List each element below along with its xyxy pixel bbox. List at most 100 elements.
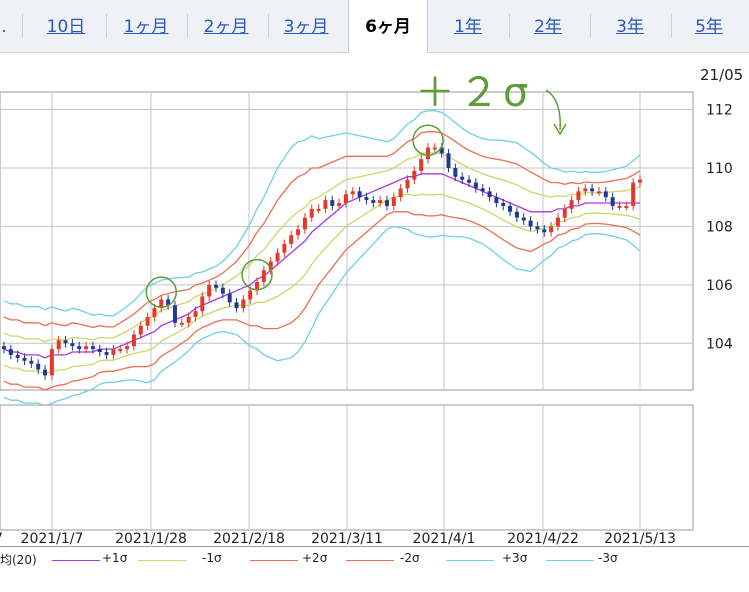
x-tick-label: 2021/2/18 (213, 531, 285, 546)
candle-body (268, 261, 273, 271)
x-tick-label: 2021/3/11 (311, 531, 383, 546)
candle-body (70, 343, 75, 347)
candle-body (426, 147, 430, 160)
candle-body (97, 349, 102, 353)
candle-body (90, 346, 95, 350)
candle-body (638, 179, 642, 183)
legend-minus2-line (346, 560, 394, 561)
candle-body (309, 208, 314, 218)
candle-body (467, 179, 472, 183)
candle-body (172, 305, 177, 323)
candle-body (590, 188, 595, 192)
candle-body (8, 349, 13, 355)
date-label: 21/05 (700, 66, 743, 84)
candle-body (296, 229, 301, 236)
candle-body (576, 191, 581, 201)
candle-body (371, 200, 376, 204)
candle-body (521, 217, 526, 221)
candle-body (43, 369, 48, 376)
y-tick-label: 108 (706, 219, 733, 235)
x-tick-label-partial: 7 (0, 531, 3, 546)
candle-body (384, 200, 389, 206)
candle-body (508, 205, 513, 212)
tab-1m[interactable]: 1ヶ月 (123, 17, 169, 37)
candle-body (350, 191, 355, 195)
candle-body (186, 316, 191, 323)
candle-body (22, 357, 27, 361)
tab-2y[interactable]: 2年 (534, 17, 562, 37)
candle-body (330, 200, 335, 206)
candle-body (419, 159, 424, 171)
bollinger-candlestick-chart: 104 106 108 110 112 21/05 7 2021/1/7 2021/1/28 20… (0, 66, 743, 546)
candle-body (432, 147, 437, 150)
tab-10d[interactable]: 10日 (46, 17, 86, 37)
candle-body (610, 197, 615, 206)
candle-body (84, 346, 89, 350)
plus-2-sigma-annotation: ＋２σ (415, 70, 533, 116)
candle-body (569, 200, 574, 209)
candle-body (405, 179, 410, 189)
tab-5y[interactable]: 5年 (695, 17, 723, 37)
legend-minus2-label: -2σ (400, 551, 420, 565)
candle-body (562, 208, 567, 218)
candle-body (302, 217, 307, 230)
candle-body (131, 334, 136, 347)
candle-body (248, 290, 253, 300)
candle-body (220, 287, 225, 294)
candle-body (207, 284, 212, 297)
candle-body (282, 243, 287, 253)
highlight-circle (241, 258, 273, 291)
candle-body (473, 182, 478, 189)
candle-body (453, 167, 458, 177)
candle-body (289, 235, 294, 244)
candle-body (234, 302, 239, 309)
candle-body (118, 349, 123, 352)
series-minus1-sigma (3, 193, 641, 375)
candle-body (214, 284, 218, 288)
candle-body (378, 200, 383, 204)
candle-body (125, 346, 130, 350)
candle-body (241, 299, 246, 309)
tab-3y[interactable]: 3年 (616, 17, 644, 37)
candle-body (487, 191, 492, 198)
period-tab-bar: . 10日 1ヶ月 2ヶ月 3ヶ月 6ヶ月 1年 2年 3年 5年 (0, 0, 749, 53)
y-tick-label: 110 (706, 161, 733, 177)
candle-body (555, 217, 560, 227)
series-plus1-sigma (3, 152, 641, 343)
candle-body (391, 197, 396, 206)
candle-body (446, 153, 451, 168)
candle-body (15, 354, 20, 358)
candle-body (49, 349, 54, 376)
candle-body (29, 360, 34, 364)
candle-body (412, 170, 417, 180)
tab-2m[interactable]: 2ヶ月 (203, 17, 249, 37)
x-tick-label: 2021/4/1 (413, 531, 476, 546)
candle-body (617, 205, 622, 208)
legend-plus2-line (250, 560, 298, 561)
tab-overflow-left[interactable]: . (1, 17, 7, 37)
tab-3m[interactable]: 3ヶ月 (283, 17, 329, 37)
tab-6m[interactable]: 6ヶ月 (348, 0, 428, 53)
candle-body (179, 322, 184, 325)
candle-body (152, 308, 157, 317)
candle-body (193, 311, 198, 317)
candle-body (111, 349, 116, 355)
series-ma20 (3, 173, 640, 359)
candle-body (528, 220, 533, 227)
candle-body (275, 252, 280, 262)
legend-ma-label: 均(20) (0, 553, 37, 567)
candle-body (398, 188, 403, 198)
candle-body (631, 182, 636, 206)
x-tick-label: 2021/1/28 (115, 531, 187, 546)
candle-body (535, 226, 540, 230)
candle-body (138, 325, 143, 335)
series-minus2-sigma (3, 211, 641, 391)
tab-1y[interactable]: 1年 (454, 17, 482, 37)
legend-plus3-line (446, 560, 494, 561)
candle-body (63, 340, 68, 344)
y-tick-label: 104 (706, 336, 733, 352)
candle-body (343, 194, 348, 204)
candle-body (460, 176, 465, 180)
legend-ma-line (52, 560, 100, 561)
candle-body (255, 281, 260, 291)
